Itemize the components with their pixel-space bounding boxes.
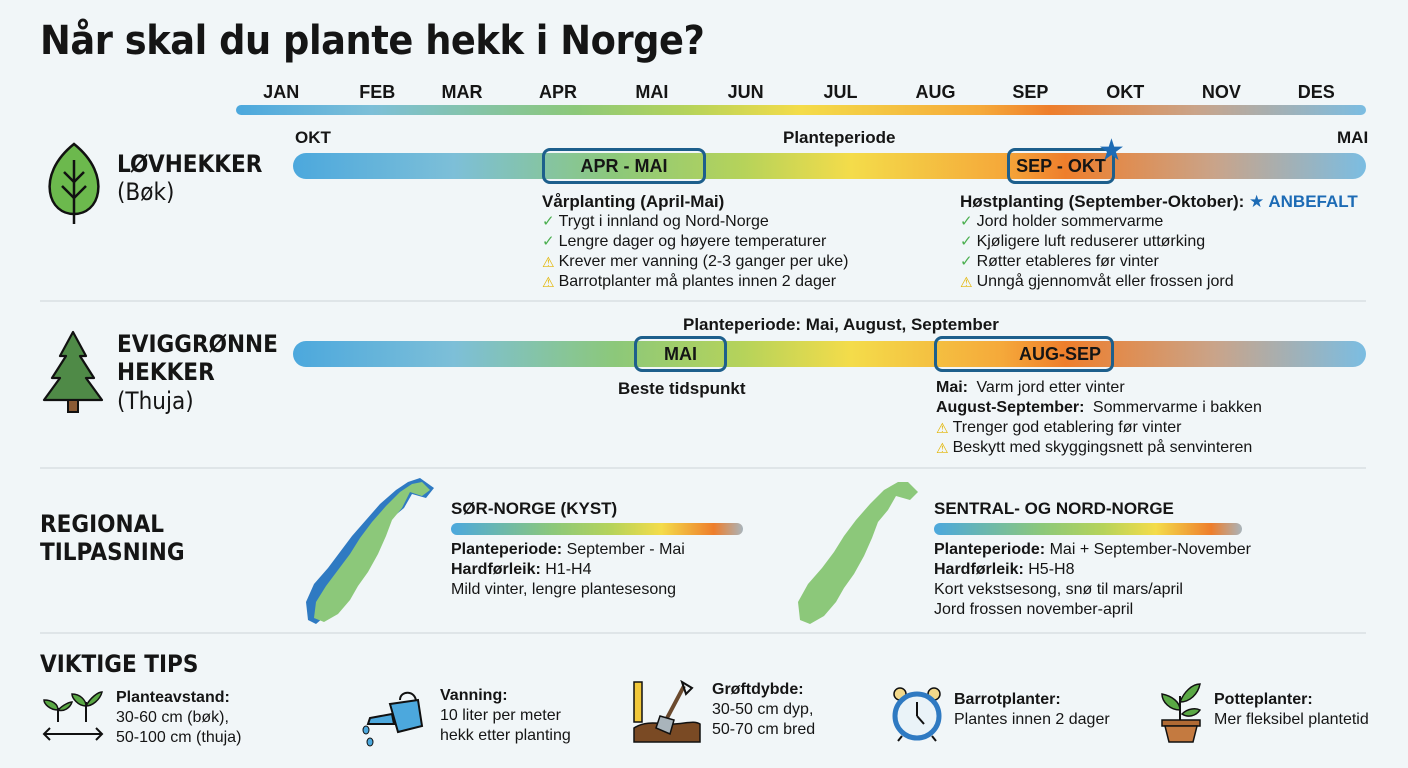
section-divider — [40, 632, 1366, 634]
month-label: APR — [539, 82, 578, 102]
augsep-period-box: AUG-SEP — [934, 336, 1114, 372]
lovhekker-planting-bar — [293, 153, 1366, 179]
section-divider — [40, 467, 1366, 469]
tip-heading: Vanning: — [440, 687, 508, 704]
south-region-bar — [451, 523, 743, 535]
month-label: NOV — [1201, 82, 1241, 102]
norway-map-north-icon — [786, 474, 926, 635]
tip-plant-spacing: Planteavstand: 30-60 cm (bøk), 50-100 cm… — [40, 688, 241, 748]
north-region-title: SENTRAL- OG NORD-NORGE — [934, 499, 1174, 518]
evergreen-planting-bar — [293, 341, 1366, 367]
tip-trench-depth: Grøftdybde: 30-50 cm dyp, 50-70 cm bred — [632, 679, 815, 749]
tip-potted: Potteplanter: Mer fleksibel plantetid — [1158, 680, 1369, 749]
section-title-eviggronne-1: EVIGGRØNNE — [117, 330, 278, 358]
list-item: ✓ Jord holder sommervarme — [960, 213, 1164, 230]
section-divider — [40, 300, 1366, 302]
augsep-period-label: AUG-SEP — [1018, 343, 1101, 364]
month-label: DES — [1297, 82, 1335, 102]
star-icon: ★ — [1098, 134, 1125, 167]
bar-start-label: OKT — [295, 128, 331, 147]
month-label: JAN — [263, 82, 300, 102]
page-title: Når skal du plante hekk i Norge? — [40, 18, 705, 64]
section-subtitle-lovhekker: (Bøk) — [117, 178, 175, 206]
north-region-details: Planteperiode: Mai + September-November … — [934, 541, 1251, 618]
best-time-label: Beste tidspunkt — [618, 379, 746, 398]
may-period-box: MAI — [634, 336, 727, 372]
month-label: MAI — [635, 82, 669, 102]
star-icon: ★ — [1249, 192, 1265, 211]
list-item: Mai: Varm jord etter vinter — [936, 379, 1125, 396]
bar-center-label: Planteperiode — [783, 128, 896, 147]
warning-icon: ⚠ — [936, 440, 949, 456]
list-item: August-September: Sommervarme i bakken — [936, 399, 1262, 416]
spring-period-box: APR - MAI — [542, 148, 706, 184]
spring-notes: Vårplanting (April-Mai) ✓ Trygt i innland… — [542, 192, 848, 292]
tip-heading: Planteavstand: — [116, 689, 230, 706]
list-item: ⚠ Barrotplanter må plantes innen 2 dager — [542, 273, 837, 290]
watering-can-icon — [360, 686, 430, 753]
norway-map-south-icon — [300, 474, 440, 635]
shovel-icon — [632, 679, 702, 749]
warning-icon: ⚠ — [542, 254, 555, 270]
leaf-icon — [44, 140, 104, 231]
bar-end-label: MAI — [1337, 128, 1369, 147]
month-label: SEP — [1012, 82, 1049, 102]
may-period-label: MAI — [664, 343, 697, 364]
autumn-period-label: SEP - OKT — [1016, 155, 1106, 176]
warning-icon: ⚠ — [542, 274, 555, 290]
tip-heading: Barrotplanter: — [954, 691, 1061, 708]
list-item: ⚠ Krever mer vanning (2-3 ganger per uke) — [542, 253, 849, 270]
tip-bare-root: Barrotplanter: Plantes innen 2 dager — [890, 686, 1110, 747]
potted-plant-icon — [1158, 680, 1204, 749]
warning-icon: ⚠ — [960, 274, 973, 290]
tip-heading: Grøftdybde: — [712, 681, 804, 698]
month-axis: JAN FEB MAR APR MAI JUN JUL AUG SEP OKT … — [236, 82, 1366, 102]
list-item: ✓ Lengre dager og høyere temperaturer — [542, 233, 827, 250]
alarm-clock-icon — [890, 686, 944, 747]
list-item: ✓ Trygt i innland og Nord-Norge — [542, 213, 769, 230]
list-item: ⚠ Beskytt med skyggingsnett på senvintere… — [936, 439, 1253, 456]
section-subtitle-eviggronne: (Thuja) — [117, 387, 194, 415]
list-item: ⚠ Trenger god etablering før vinter — [936, 419, 1182, 436]
tip-heading: Potteplanter: — [1214, 691, 1313, 708]
list-item: ⚠ Unngå gjennomvåt eller frossen jord — [960, 273, 1234, 290]
section-title-lovhekker: LØVHEKKER — [117, 150, 263, 178]
month-label: JUN — [727, 82, 764, 102]
regional-title-2: TILPASNING — [40, 538, 185, 566]
spring-period-label: APR - MAI — [580, 155, 668, 176]
south-region-title: SØR-NORGE (KYST) — [451, 499, 618, 518]
north-region-bar — [934, 523, 1242, 535]
month-label: OKT — [1106, 82, 1145, 102]
tip-watering: Vanning: 10 liter per meter hekk etter p… — [360, 686, 571, 753]
south-region-details: Planteperiode: September - Mai Hardførle… — [451, 541, 685, 598]
regional-title-1: REGIONAL — [40, 510, 165, 538]
month-label: JUL — [823, 82, 858, 102]
check-icon: ✓ — [960, 253, 973, 270]
check-icon: ✓ — [960, 233, 973, 250]
section-title-eviggronne-2: HEKKER — [117, 358, 215, 386]
list-item: ✓ Kjøligere luft reduserer uttørking — [960, 233, 1206, 250]
month-label: FEB — [359, 82, 396, 102]
recommended-badge: ANBEFALT — [1268, 192, 1358, 211]
tips-title: VIKTIGE TIPS — [40, 650, 199, 678]
warning-icon: ⚠ — [936, 420, 949, 436]
month-label: AUG — [915, 82, 956, 102]
check-icon: ✓ — [960, 213, 973, 230]
evergreen-bar-label: Planteperiode: Mai, August, September — [683, 315, 999, 334]
evergreen-notes: Mai: Varm jord etter vinter August-Septe… — [936, 378, 1262, 458]
check-icon: ✓ — [542, 213, 555, 230]
month-label: MAR — [441, 82, 483, 102]
autumn-notes: Høstplanting (September-Oktober): ★ ANBE… — [960, 192, 1358, 292]
seedlings-icon — [40, 688, 106, 747]
spring-heading: Vårplanting (April-Mai) — [542, 192, 725, 211]
tree-icon — [40, 330, 106, 419]
autumn-heading-row: Høstplanting (September-Oktober): ★ ANBE… — [960, 192, 1358, 212]
autumn-period-box: SEP - OKT — [1007, 148, 1115, 184]
year-gradient-bar — [236, 105, 1366, 115]
check-icon: ✓ — [542, 233, 555, 250]
list-item: ✓ Røtter etableres før vinter — [960, 253, 1159, 270]
autumn-heading: Høstplanting (September-Oktober): — [960, 192, 1245, 211]
